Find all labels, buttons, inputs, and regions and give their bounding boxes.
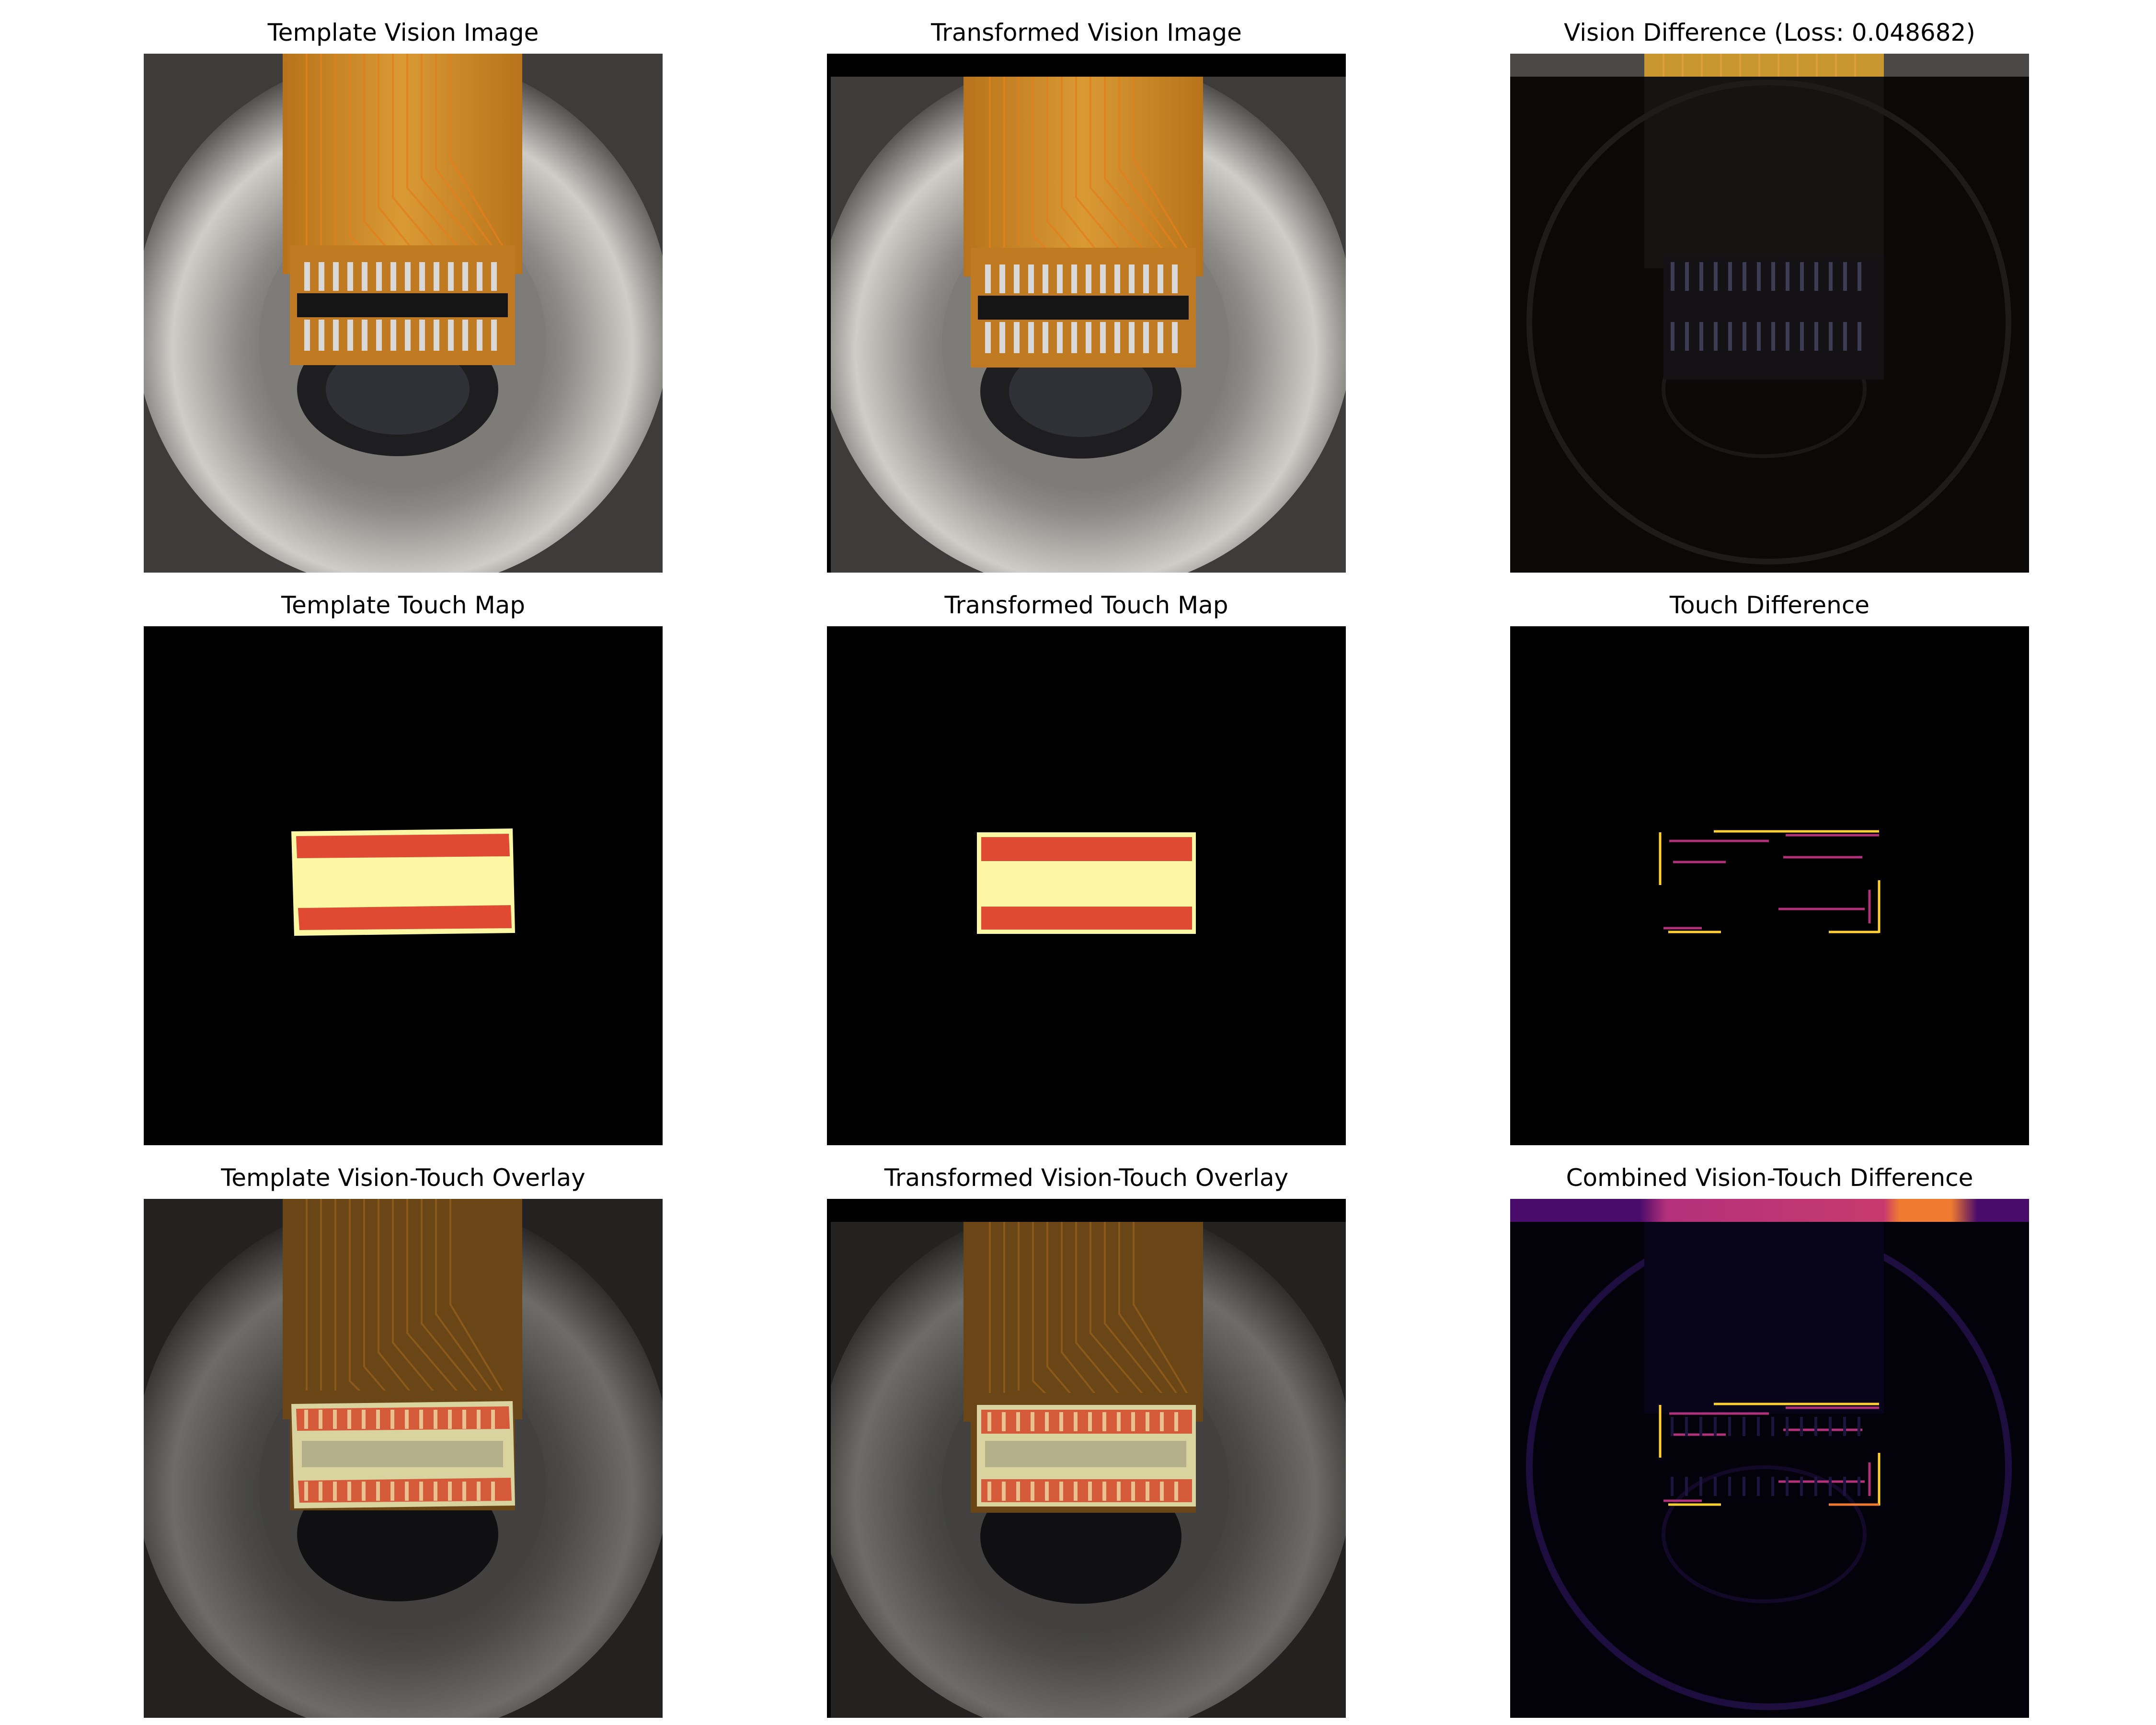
touch-difference-image [1510,626,2029,1145]
transformed-vision-image [827,54,1346,573]
transformed-overlay-image [827,1199,1346,1718]
vision-difference-image [1510,54,2029,573]
panel-title-template-overlay: Template Vision-Touch Overlay [221,1164,585,1192]
panel-transformed-overlay [827,1199,1346,1718]
panel-vision-difference [1510,54,2029,573]
panel-title-template-vision: Template Vision Image [267,19,539,46]
panel-title-touch-difference: Touch Difference [1669,591,1870,619]
panel-title-combined-difference: Combined Vision-Touch Difference [1566,1164,1973,1192]
transformed-touch-map-image [827,626,1346,1145]
panel-transformed-touch-map [827,626,1346,1145]
panel-title-transformed-touch-map: Transformed Touch Map [944,591,1228,619]
template-touch-map-image [144,626,663,1145]
panel-title-vision-difference: Vision Difference (Loss: 0.048682) [1564,19,1975,46]
panel-template-touch-map [144,626,663,1145]
panel-template-overlay [144,1199,663,1718]
panel-template-vision-image [144,54,663,573]
template-vision-image [144,54,663,573]
panel-title-transformed-vision: Transformed Vision Image [931,19,1242,46]
panel-title-transformed-overlay: Transformed Vision-Touch Overlay [884,1164,1289,1192]
panel-touch-difference [1510,626,2029,1145]
combined-difference-image [1510,1199,2029,1718]
panel-title-template-touch-map: Template Touch Map [281,591,525,619]
template-overlay-image [144,1199,663,1718]
panel-combined-difference [1510,1199,2029,1718]
panel-transformed-vision-image [827,54,1346,573]
